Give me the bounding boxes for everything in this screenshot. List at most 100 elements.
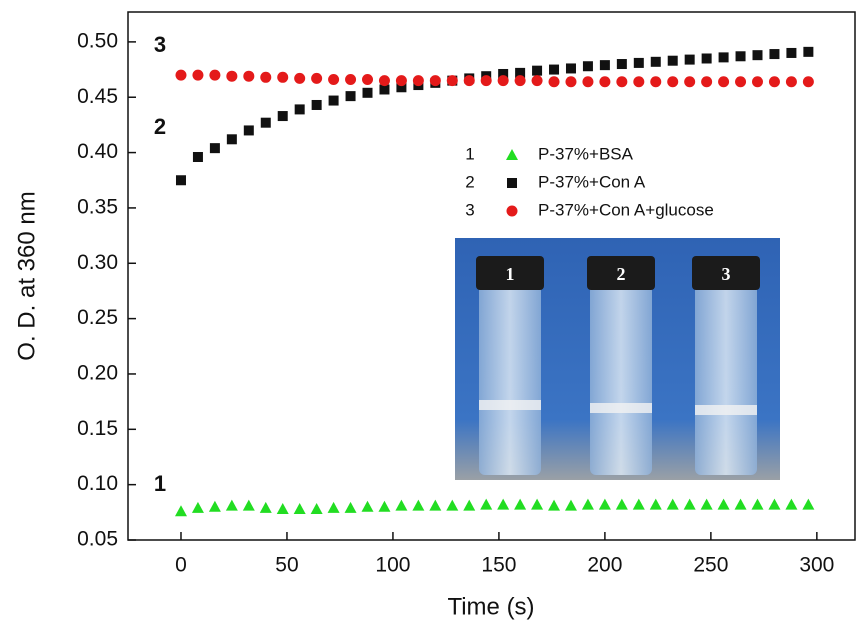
marker <box>311 73 322 84</box>
marker <box>329 96 339 106</box>
marker <box>192 70 203 81</box>
marker <box>447 75 458 86</box>
marker <box>175 70 186 81</box>
x-axis-title: Time (s) <box>447 593 534 620</box>
marker <box>685 55 695 65</box>
marker <box>294 73 305 84</box>
marker <box>175 505 187 516</box>
marker <box>311 503 323 514</box>
marker <box>278 111 288 121</box>
x-tick-label: 50 <box>275 554 298 577</box>
marker <box>464 75 475 86</box>
marker <box>345 502 357 513</box>
marker <box>736 51 746 61</box>
marker <box>667 76 678 87</box>
x-tick-label: 150 <box>481 554 516 577</box>
legend-label: P-37%+Con A+glucose <box>538 200 714 219</box>
annotation: 1 <box>154 471 166 496</box>
marker <box>549 76 560 87</box>
marker <box>395 500 407 511</box>
marker <box>565 500 577 511</box>
marker <box>531 499 543 510</box>
legend-number: 3 <box>465 200 474 219</box>
marker <box>176 175 186 185</box>
marker <box>227 134 237 144</box>
marker <box>362 501 374 512</box>
marker <box>769 76 780 87</box>
y-tick-label: 0.40 <box>77 140 118 163</box>
marker <box>600 60 610 70</box>
y-tick-label: 0.15 <box>77 417 118 440</box>
marker <box>446 500 458 511</box>
marker <box>719 52 729 62</box>
marker <box>209 70 220 81</box>
legend-number: 1 <box>465 144 474 163</box>
marker <box>735 76 746 87</box>
y-tick-label: 0.45 <box>77 85 118 108</box>
legend-number: 2 <box>465 172 474 191</box>
marker <box>599 76 610 87</box>
inset-photo: 1 2 3 <box>455 238 780 480</box>
y-tick-label: 0.50 <box>77 29 118 52</box>
marker <box>260 72 271 83</box>
marker <box>481 75 492 86</box>
marker <box>498 75 509 86</box>
marker <box>599 499 611 510</box>
y-tick-label: 0.35 <box>77 195 118 218</box>
marker <box>295 104 305 114</box>
marker <box>786 48 796 58</box>
marker <box>566 63 576 73</box>
marker <box>651 57 661 67</box>
legend-marker <box>507 178 517 188</box>
inset-label: 1 <box>506 264 515 284</box>
x-tick-label: 100 <box>375 554 410 577</box>
x-tick-label: 250 <box>693 554 728 577</box>
marker <box>277 72 288 83</box>
marker <box>768 499 780 510</box>
marker <box>617 59 627 69</box>
marker <box>328 74 339 85</box>
marker <box>244 125 254 135</box>
marker <box>463 500 475 511</box>
marker <box>429 500 441 511</box>
x-tick-label: 300 <box>799 554 834 577</box>
marker <box>480 499 492 510</box>
marker <box>345 74 356 85</box>
marker <box>193 152 203 162</box>
marker <box>684 499 696 510</box>
marker <box>684 76 695 87</box>
annotation: 3 <box>154 32 166 57</box>
marker <box>650 76 661 87</box>
marker <box>582 499 594 510</box>
marker <box>633 76 644 87</box>
marker <box>277 503 289 514</box>
marker <box>363 88 373 98</box>
marker <box>412 500 424 511</box>
marker <box>328 502 340 513</box>
marker <box>515 75 526 86</box>
marker <box>582 76 593 87</box>
marker <box>548 500 560 511</box>
marker <box>532 66 542 76</box>
marker <box>786 76 797 87</box>
marker <box>413 75 424 86</box>
legend-label: P-37%+BSA <box>538 144 634 163</box>
marker <box>192 502 204 513</box>
marker <box>514 499 526 510</box>
marker <box>210 143 220 153</box>
marker <box>803 76 814 87</box>
marker <box>667 499 679 510</box>
marker <box>616 76 627 87</box>
y-tick-label: 0.30 <box>77 251 118 274</box>
marker <box>379 75 390 86</box>
marker <box>243 71 254 82</box>
y-tick-label: 0.05 <box>77 528 118 551</box>
x-tick-label: 200 <box>587 554 622 577</box>
marker <box>497 499 509 510</box>
marker <box>565 76 576 87</box>
chart: 1 2 3 3 2 1 Time (s) O. D. at 360 nm 050… <box>0 0 859 632</box>
marker <box>209 501 221 512</box>
y-tick-label: 0.20 <box>77 362 118 385</box>
marker <box>701 76 712 87</box>
marker <box>735 499 747 510</box>
